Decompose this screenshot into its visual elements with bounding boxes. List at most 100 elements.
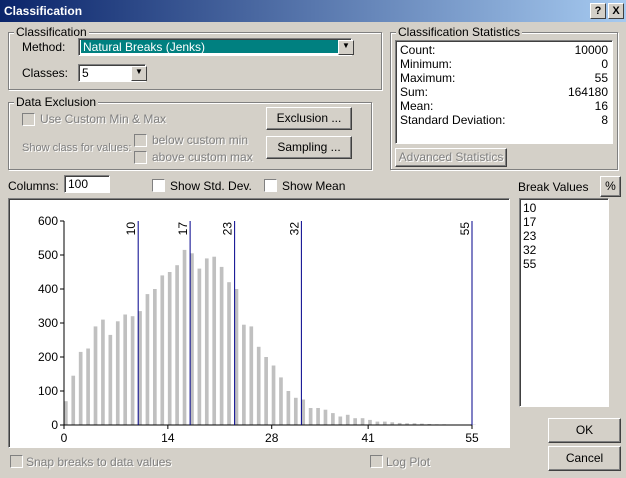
group-label: Classification [14,25,89,39]
stat-label: Minimum: [400,57,453,71]
x-tick-label: 55 [465,431,479,445]
label: below custom min [152,133,249,147]
y-tick-label: 100 [38,384,58,398]
stat-label: Maximum: [400,71,456,85]
y-tick-label: 300 [38,316,58,330]
break-value: 55 [523,257,537,271]
bar [249,326,254,425]
break-label: 55 [458,222,472,236]
stat-value: 16 [594,99,608,113]
break-label: 32 [287,222,301,236]
checkbox[interactable] [10,455,23,468]
bar [256,346,261,425]
bar [279,377,283,425]
stat-value: 10000 [574,43,608,57]
label: Show class for values: [22,142,132,154]
y-tick-label: 400 [38,282,58,296]
bar [368,419,372,425]
bar [301,399,306,425]
bar [420,423,424,425]
columns-spinbox[interactable] [64,175,110,193]
exclusion-button[interactable]: Exclusion ... [266,107,352,130]
bar [316,408,320,425]
bar [71,375,76,425]
y-tick-label: 0 [51,418,58,432]
bar [190,253,194,425]
bar [382,421,387,425]
close-button[interactable]: X [608,3,624,19]
label: Show Mean [282,179,346,193]
bar [293,397,298,425]
group-box [8,32,382,90]
label: Classes: [22,66,69,80]
stat-label: Sum: [400,85,429,99]
bar [308,408,313,425]
group-label: Classification Statistics [396,25,523,39]
bar [93,326,98,425]
break-value: 23 [523,229,537,243]
bar [286,391,291,425]
break-values-list[interactable] [519,198,609,407]
advanced-statistics-button[interactable]: Advanced Statistics [395,148,507,167]
checkbox[interactable] [134,151,147,164]
percent-button[interactable]: % [600,176,621,197]
label: Use Custom Min & Max [40,112,167,126]
bar [212,256,217,425]
histogram: 0 100 200 300 400 500 600 0 14 28 41 55 10 17 23 32 55 [38,214,479,445]
sampling-button[interactable]: Sampling ... [266,136,352,159]
checkbox[interactable] [370,455,383,468]
bar [412,423,417,425]
bar [397,422,402,425]
group-box [8,102,372,170]
statistics-box [395,40,613,144]
x-tick-label: 14 [161,431,175,445]
label: Method: [22,40,66,54]
bar [175,265,179,425]
label: Columns: [8,179,59,193]
checkbox[interactable] [134,134,147,147]
bar [64,401,68,425]
bar [227,282,231,425]
checkbox[interactable] [152,179,165,192]
dropdown-arrow[interactable]: ▼ [338,40,354,55]
method-value: Natural Breaks (Jenks) [81,40,338,54]
dropdown-arrow[interactable]: ▼ [131,66,147,81]
bar [360,418,365,425]
break-label: 17 [176,222,190,236]
break-value: 32 [523,243,537,257]
bar [271,365,276,425]
bar [160,275,165,425]
bar [219,266,224,425]
columns-value: 100 [68,177,89,191]
bar [153,289,157,425]
bar [242,324,246,425]
bar [167,272,172,425]
bar [264,357,268,425]
label: Snap breaks to data values [26,455,172,469]
bar [101,319,105,425]
label: above custom max [152,150,253,164]
checkbox[interactable] [264,179,277,192]
bar [138,311,142,425]
break-label: 10 [124,222,138,236]
bar [338,416,343,425]
label: Break Values [518,180,589,194]
bar [108,334,113,425]
ok-button[interactable]: OK [548,418,621,443]
bar [234,289,239,425]
x-tick-label: 28 [265,431,279,445]
title-bar [0,0,626,22]
stat-value: 55 [594,71,608,85]
help-button[interactable]: ? [590,3,606,19]
cancel-button[interactable]: Cancel [548,446,621,471]
label: Show Std. Dev. [170,179,252,193]
checkbox[interactable] [22,113,35,126]
bar [353,418,357,425]
stat-value: 0 [601,57,608,71]
stat-label: Standard Deviation: [400,113,506,127]
break-value: 17 [523,215,537,229]
bar [197,268,202,425]
x-tick-label: 0 [61,431,68,445]
stat-value: 164180 [567,85,608,99]
